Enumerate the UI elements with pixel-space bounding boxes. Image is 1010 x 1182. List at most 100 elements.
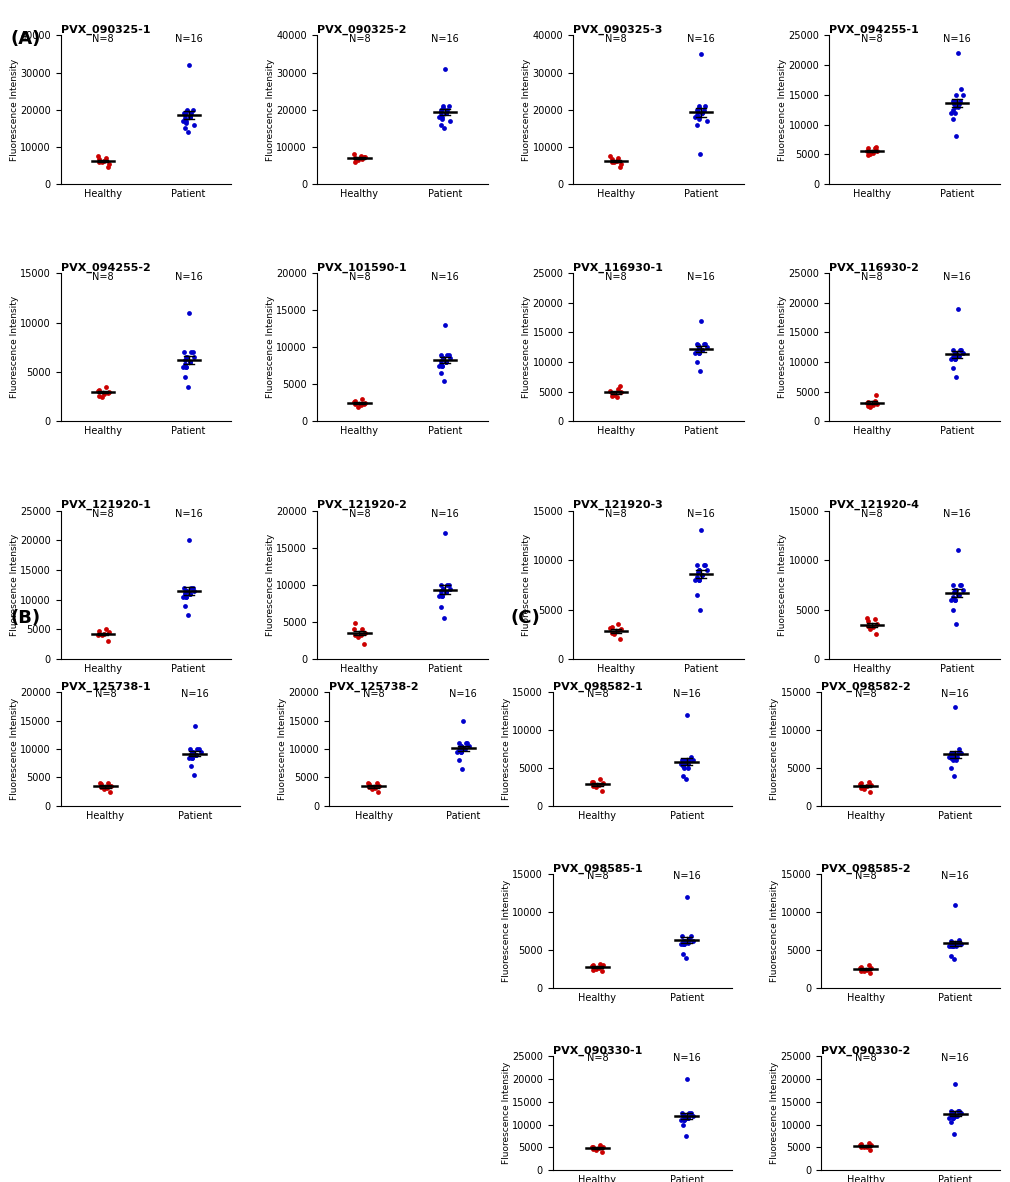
Point (680, 933, 696, 952)
Point (433, 115, 449, 134)
Point (870, 615, 886, 634)
Point (178, 587, 194, 606)
Point (592, 1136, 608, 1155)
Point (591, 775, 607, 794)
Point (680, 1109, 696, 1128)
Point (687, 571, 703, 590)
Point (451, 741, 468, 760)
Point (584, 956, 600, 975)
Point (858, 961, 875, 980)
Point (694, 104, 710, 123)
Point (183, 343, 199, 362)
Point (357, 148, 373, 167)
Text: PVX_090325-2: PVX_090325-2 (317, 25, 406, 35)
Text: N=8: N=8 (605, 509, 626, 519)
Point (944, 937, 961, 956)
Point (676, 1111, 692, 1130)
Point (947, 1074, 964, 1093)
Text: PVX_094255-2: PVX_094255-2 (61, 262, 150, 273)
Point (185, 343, 201, 362)
Point (101, 382, 117, 401)
Point (946, 590, 963, 609)
Point (953, 743, 970, 762)
Point (953, 935, 970, 954)
Point (680, 1109, 696, 1128)
Point (437, 59, 453, 78)
Point (863, 619, 879, 638)
Point (585, 772, 601, 791)
Point (178, 113, 194, 132)
Point (676, 1111, 692, 1130)
Point (941, 1109, 957, 1128)
Text: N=16: N=16 (943, 34, 971, 45)
Text: N=16: N=16 (431, 34, 459, 45)
Point (177, 351, 193, 370)
Point (943, 947, 959, 966)
Point (943, 350, 959, 369)
Point (853, 1135, 870, 1154)
Point (943, 745, 959, 764)
Point (950, 95, 967, 113)
Point (347, 625, 364, 644)
Point (178, 587, 194, 606)
Text: N=16: N=16 (687, 34, 715, 45)
Point (179, 348, 195, 366)
Point (179, 100, 195, 119)
Point (852, 1135, 869, 1154)
Point (944, 91, 961, 110)
Y-axis label: Fluorescence Intensity: Fluorescence Intensity (502, 881, 511, 982)
Point (186, 115, 202, 134)
Point (942, 931, 958, 950)
Point (180, 377, 196, 396)
Point (98, 377, 114, 396)
Point (449, 742, 466, 761)
Point (677, 751, 693, 769)
Point (433, 364, 449, 383)
Point (950, 346, 967, 365)
Point (606, 152, 622, 171)
Point (432, 345, 448, 364)
Point (865, 396, 881, 415)
Point (178, 358, 194, 377)
Point (949, 743, 966, 762)
Point (864, 959, 880, 978)
Point (452, 742, 469, 761)
Point (953, 79, 970, 98)
Point (954, 344, 971, 363)
Point (946, 103, 963, 122)
Point (96, 151, 112, 170)
Point (689, 115, 705, 134)
Point (349, 397, 366, 416)
Point (699, 560, 715, 579)
Y-axis label: Fluorescence Intensity: Fluorescence Intensity (10, 297, 19, 398)
Point (181, 531, 197, 550)
Point (588, 778, 604, 797)
Point (692, 362, 708, 381)
Point (690, 102, 706, 121)
Point (949, 44, 966, 63)
Point (947, 85, 964, 104)
Point (679, 706, 695, 725)
Point (948, 1106, 965, 1125)
Point (865, 618, 881, 637)
Point (942, 1102, 958, 1121)
Y-axis label: Fluorescence Intensity: Fluorescence Intensity (502, 697, 511, 800)
Point (944, 576, 961, 595)
Point (678, 948, 694, 967)
Point (678, 769, 694, 788)
Point (691, 344, 707, 363)
Point (96, 624, 112, 643)
Point (457, 740, 473, 759)
Point (689, 556, 705, 574)
Point (182, 352, 198, 371)
Point (452, 742, 469, 761)
Point (364, 779, 380, 798)
Point (100, 383, 116, 402)
Point (949, 933, 966, 952)
Y-axis label: Fluorescence Intensity: Fluorescence Intensity (266, 59, 275, 161)
Point (90, 382, 106, 401)
Point (457, 740, 473, 759)
Point (694, 340, 710, 359)
Point (679, 1070, 695, 1089)
Point (943, 1103, 959, 1122)
